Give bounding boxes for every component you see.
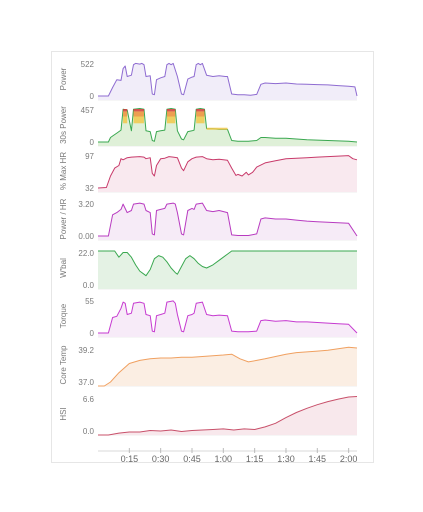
x-tick-label: 0:45 [183,454,201,462]
hsi-ymin-label: 0.0 [83,427,95,436]
power-axis-title: Power [59,67,68,90]
power-ymax-label: 522 [81,60,95,69]
max-hr-ymin-label: 32 [85,184,94,193]
activity-charts-panel: 522 0 Power 457 0 30s Power 97 32 % Max HR 3.20 0.… [51,51,374,463]
30s-power-line [98,108,358,143]
thirty-s-power-zone-1-1 [133,111,144,117]
thirty-s-power-zone-3-0 [196,116,205,124]
torque-ymin-label: 0 [90,329,95,338]
max-hr-area [98,155,357,192]
hsi-area [98,396,357,435]
w-bal-axis-title: W'bal [59,258,68,278]
thirty-s-power-zone-tail [206,127,228,130]
x-tick-label: 2:00 [340,454,358,462]
max-hr-line [97,155,358,189]
thirty-s-power-zone-0-2 [123,109,128,112]
thirty-s-power-zone-3-2 [196,109,205,112]
30s-power-area [98,108,357,146]
w-bal-ymax-label: 22.0 [78,249,94,258]
x-tick-label: 1:15 [246,454,264,462]
torque-area [98,300,357,337]
hsi-axis-title: HSI [59,407,68,420]
stacked-activity-charts: 522 0 Power 457 0 30s Power 97 32 % Max HR 3.20 0.… [59,60,358,462]
torque-ymax-label: 55 [85,297,94,306]
thirty-s-power-zone-3-1 [196,111,205,117]
power-hr-ymin-label: 0.00 [78,232,94,241]
core-temp-ymax-label: 39.2 [78,346,94,355]
x-tick-label: 1:00 [215,454,233,462]
core-temp-ymin-label: 37.0 [78,378,94,387]
x-tick-label: 0:30 [152,454,170,462]
thirty-s-power-zone-0-0 [123,116,128,124]
thirty-s-power-zone-2-0 [166,116,176,124]
max-hr-ymax-label: 97 [85,152,94,161]
w-bal-area [98,251,357,289]
thirty-s-power-zone-1-2 [133,109,144,112]
w-bal-ymin-label: 0.0 [83,281,95,290]
core-temp-line [98,346,358,387]
power-line [98,62,358,97]
power-hr-axis-title: Power / HR [59,198,68,239]
torque-line [98,300,358,334]
30s-power-axis-title: 30s Power [59,106,68,144]
max-hr-axis-title: % Max HR [59,152,68,190]
power-ymin-label: 0 [90,92,95,101]
x-tick-label: 1:45 [309,454,327,462]
30s-power-ymax-label: 457 [81,106,95,115]
thirty-s-power-zone-1-0 [133,116,144,124]
power-hr-area [98,203,357,240]
x-tick-label: 1:30 [277,454,295,462]
thirty-s-power-zone-0-1 [123,111,128,117]
power-hr-ymax-label: 3.20 [78,200,94,209]
torque-axis-title: Torque [59,303,68,328]
30s-power-ymin-label: 0 [90,138,95,147]
thirty-s-power-zone-2-1 [166,111,176,117]
hsi-line [98,396,358,436]
x-tick-label: 0:15 [121,454,139,462]
hsi-ymax-label: 6.6 [83,395,95,404]
core-temp-axis-title: Core Temp [59,345,68,385]
w-bal-line [98,250,357,277]
core-temp-area [98,347,357,386]
thirty-s-power-zone-2-2 [166,109,176,112]
power-hr-line [98,202,358,237]
power-area [98,63,357,100]
